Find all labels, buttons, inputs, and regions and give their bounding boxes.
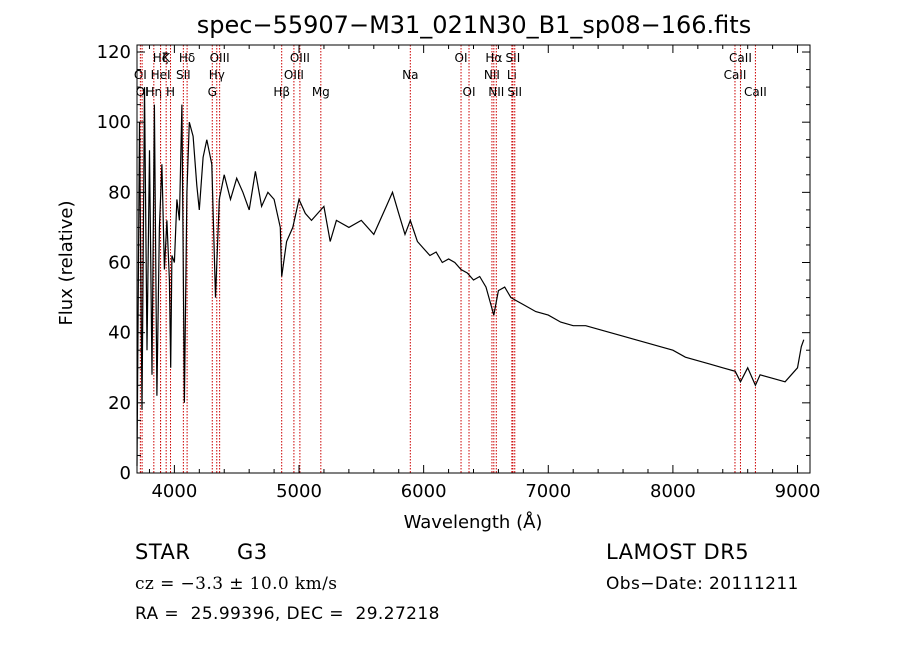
x-axis-label: Wavelength (Å) [404, 511, 543, 533]
marker-label: OIII [210, 51, 230, 65]
marker-label: SII [507, 85, 522, 99]
x-tick-label: 4000 [151, 481, 197, 502]
marker-label: K [162, 51, 171, 65]
y-tick-label: 60 [108, 253, 131, 274]
marker-label: OI [134, 68, 147, 82]
x-tick-label: 8000 [650, 481, 696, 502]
marker-label: OI [136, 85, 149, 99]
marker-label: H [166, 85, 175, 99]
marker-label: Hδ [179, 51, 195, 65]
marker-label: OIII [284, 68, 304, 82]
y-tick-label: 40 [108, 323, 131, 344]
x-tick-label: 6000 [401, 481, 447, 502]
marker-label: HeI [151, 68, 171, 82]
marker-label: OIII [290, 51, 310, 65]
marker-label: CaII [724, 68, 747, 82]
chart-title: spec−55907−M31_021N30_B1_sp08−166.fits [197, 11, 751, 39]
marker-label: Hη [146, 85, 163, 99]
marker-label: Mg [312, 85, 330, 99]
plot-frame [136, 44, 811, 474]
marker-label: Hγ [209, 68, 225, 82]
y-tick-label: 80 [108, 182, 131, 203]
object-class: STAR [135, 540, 191, 564]
marker-label: Hβ [273, 85, 290, 99]
marker-label: Na [402, 68, 418, 82]
axes: 4000 5000 6000 7000 8000 9000 0 20 40 60 80 100 120 [97, 42, 821, 502]
y-tick-label: 120 [97, 42, 131, 63]
redshift-readout: cz = −3.3 ± 10.0 km/s [135, 574, 338, 594]
y-tick-label: 20 [108, 393, 131, 414]
x-tick-label: 5000 [276, 481, 322, 502]
marker-label: Li [507, 68, 517, 82]
marker-label: Hα [485, 51, 502, 65]
marker-label: CaII [744, 85, 767, 99]
marker-label: OI [463, 85, 476, 99]
y-axis-label: Flux (relative) [56, 200, 77, 325]
coordinates-readout: RA = 25.99396, DEC = 29.27218 [135, 604, 440, 624]
y-tick-label: 0 [120, 463, 131, 484]
y-tick-label: 100 [97, 112, 131, 133]
spectral-line-markers: OIOIHηHζHeIKHSIIHδGHγOIIIHβOIIIOIIIMgNaO… [134, 45, 767, 473]
marker-label: NII [484, 68, 500, 82]
marker-label: CaII [729, 51, 752, 65]
marker-label: SII [506, 51, 521, 65]
x-tick-label: 7000 [525, 481, 571, 502]
x-tick-label: 9000 [775, 481, 821, 502]
observation-date: Obs−Date: 20111211 [606, 574, 799, 594]
marker-label: G [208, 85, 217, 99]
spectrum-line [136, 87, 805, 467]
marker-label: SII [176, 68, 191, 82]
marker-label: OI [455, 51, 468, 65]
spectral-subclass: G3 [237, 540, 268, 564]
marker-label: NII [488, 85, 504, 99]
survey-name: LAMOST DR5 [606, 540, 750, 564]
